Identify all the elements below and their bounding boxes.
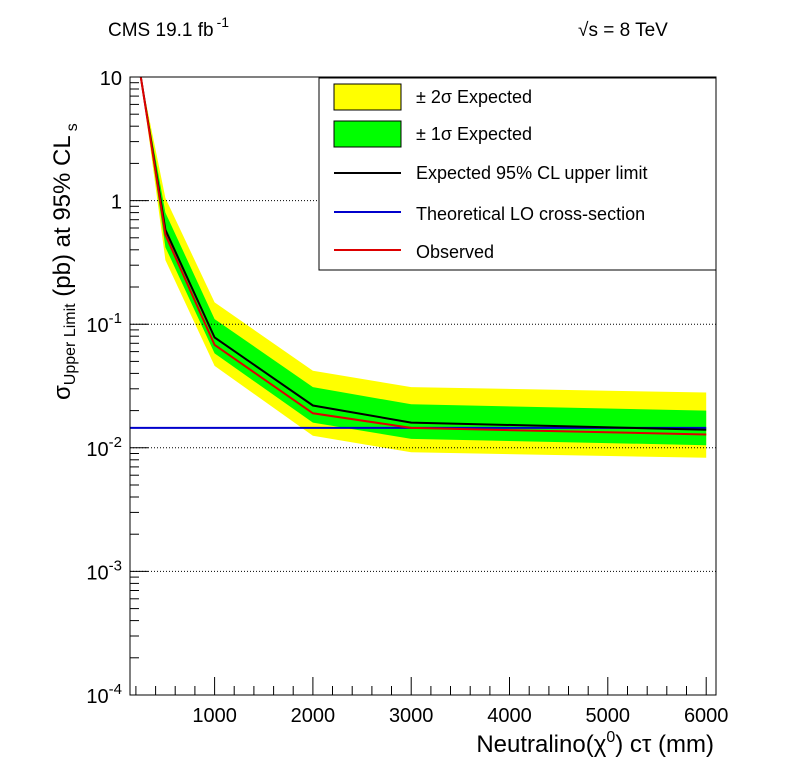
header-energy: √s = 8 TeV: [578, 20, 668, 41]
legend-swatch-two-sigma: [333, 83, 402, 111]
header-lumi-exponent: -1: [217, 14, 230, 30]
observed-line: [139, 76, 707, 436]
x-tick-label: 1000: [192, 705, 237, 727]
band-two-sigma: [140, 77, 707, 458]
legend-swatch-one-sigma: [333, 120, 402, 148]
y-axis-title: σUpper Limit (pb) at 95% CLs: [49, 123, 81, 400]
legend-label-observed: Observed: [416, 242, 494, 262]
x-tick-label: 2000: [291, 705, 336, 727]
x-tick-label: 6000: [684, 705, 729, 727]
x-tick-label: 5000: [586, 705, 631, 727]
x-axis-title: Neutralino(χ0) cτ (mm): [476, 729, 714, 758]
x-tick-label: 3000: [389, 705, 434, 727]
y-tick-label: 10-3: [86, 557, 122, 584]
y-tick-label: 10: [100, 68, 122, 90]
legend: ± 2σ Expected ± 1σ Expected Expected 95%…: [318, 77, 717, 271]
header-lumi: CMS 19.1 fb -1: [108, 14, 229, 41]
legend-label-expected: Expected 95% CL upper limit: [416, 163, 647, 183]
legend-label-one-sigma: ± 1σ Expected: [416, 124, 532, 144]
tick-labels-layer: 1000 2000 3000 4000 5000 6000 10 1 10-1 10-2 10-3 1…: [86, 68, 728, 727]
y-tick-label: 10-1: [86, 310, 122, 337]
legend-label-theory: Theoretical LO cross-section: [416, 204, 645, 224]
y-tick-label: 1: [111, 192, 122, 214]
plot-frame: [129, 76, 717, 696]
legend-label-two-sigma: ± 2σ Expected: [416, 87, 532, 107]
ticks-layer: [130, 82, 707, 696]
lines-layer: [130, 76, 707, 436]
y-tick-label: 10-4: [86, 681, 122, 708]
bands-layer: [140, 77, 707, 458]
y-tick-label: 10-2: [86, 434, 122, 461]
x-tick-label: 4000: [487, 705, 532, 727]
